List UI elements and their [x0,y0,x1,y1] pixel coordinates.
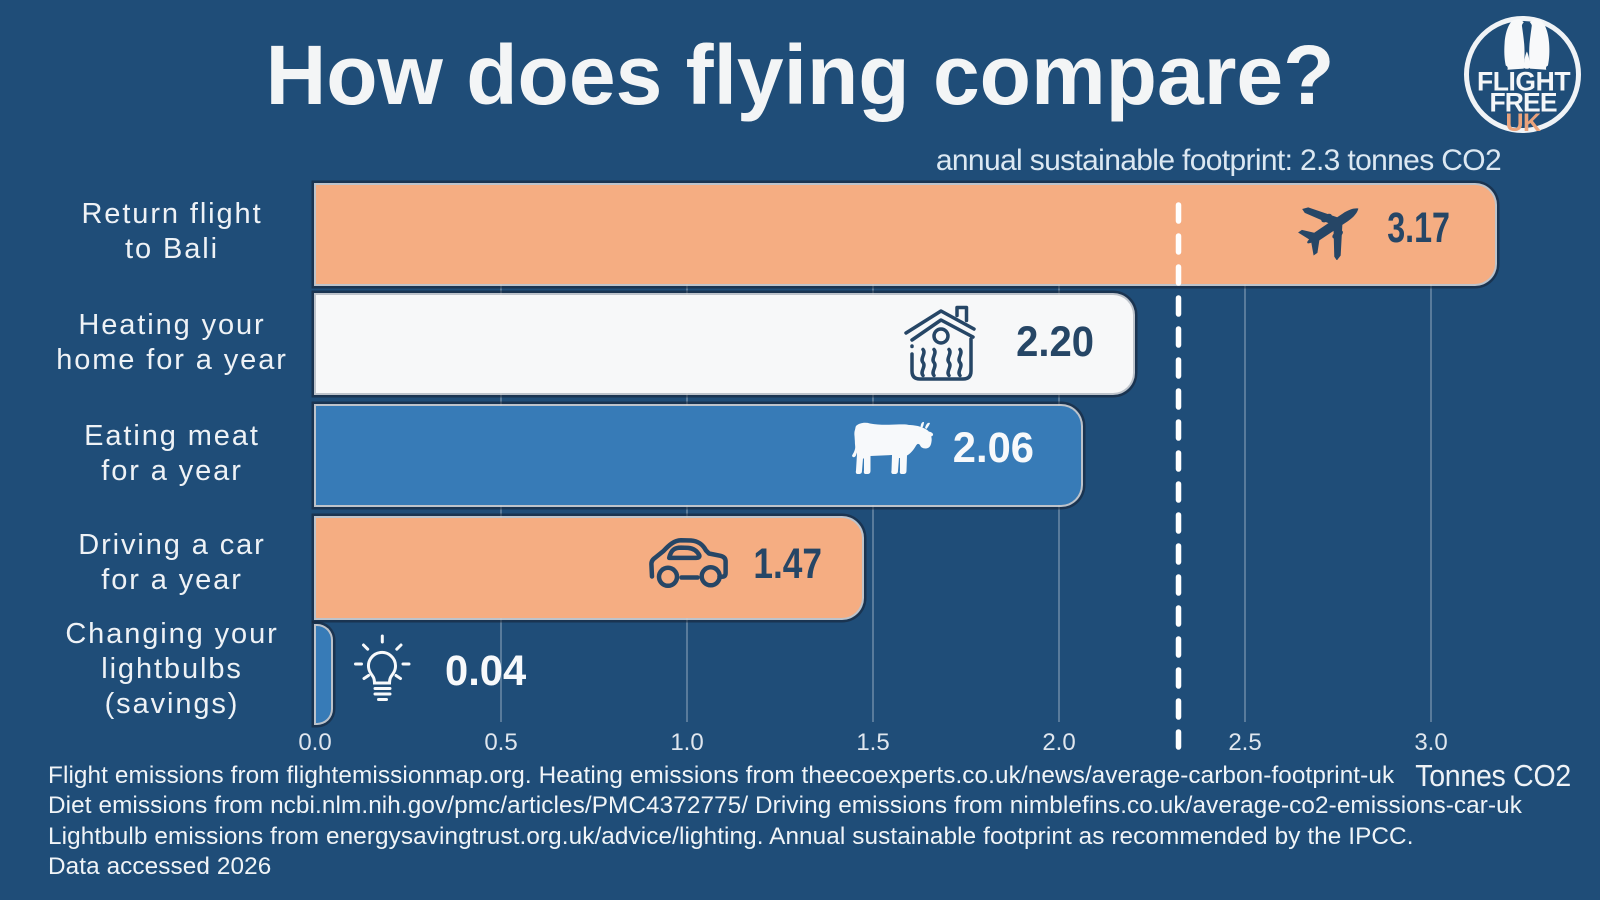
svg-text:FLIGHT: FLIGHT [1477,67,1570,97]
svg-text:FREE: FREE [1490,88,1557,118]
svg-text:UK: UK [1505,109,1541,137]
